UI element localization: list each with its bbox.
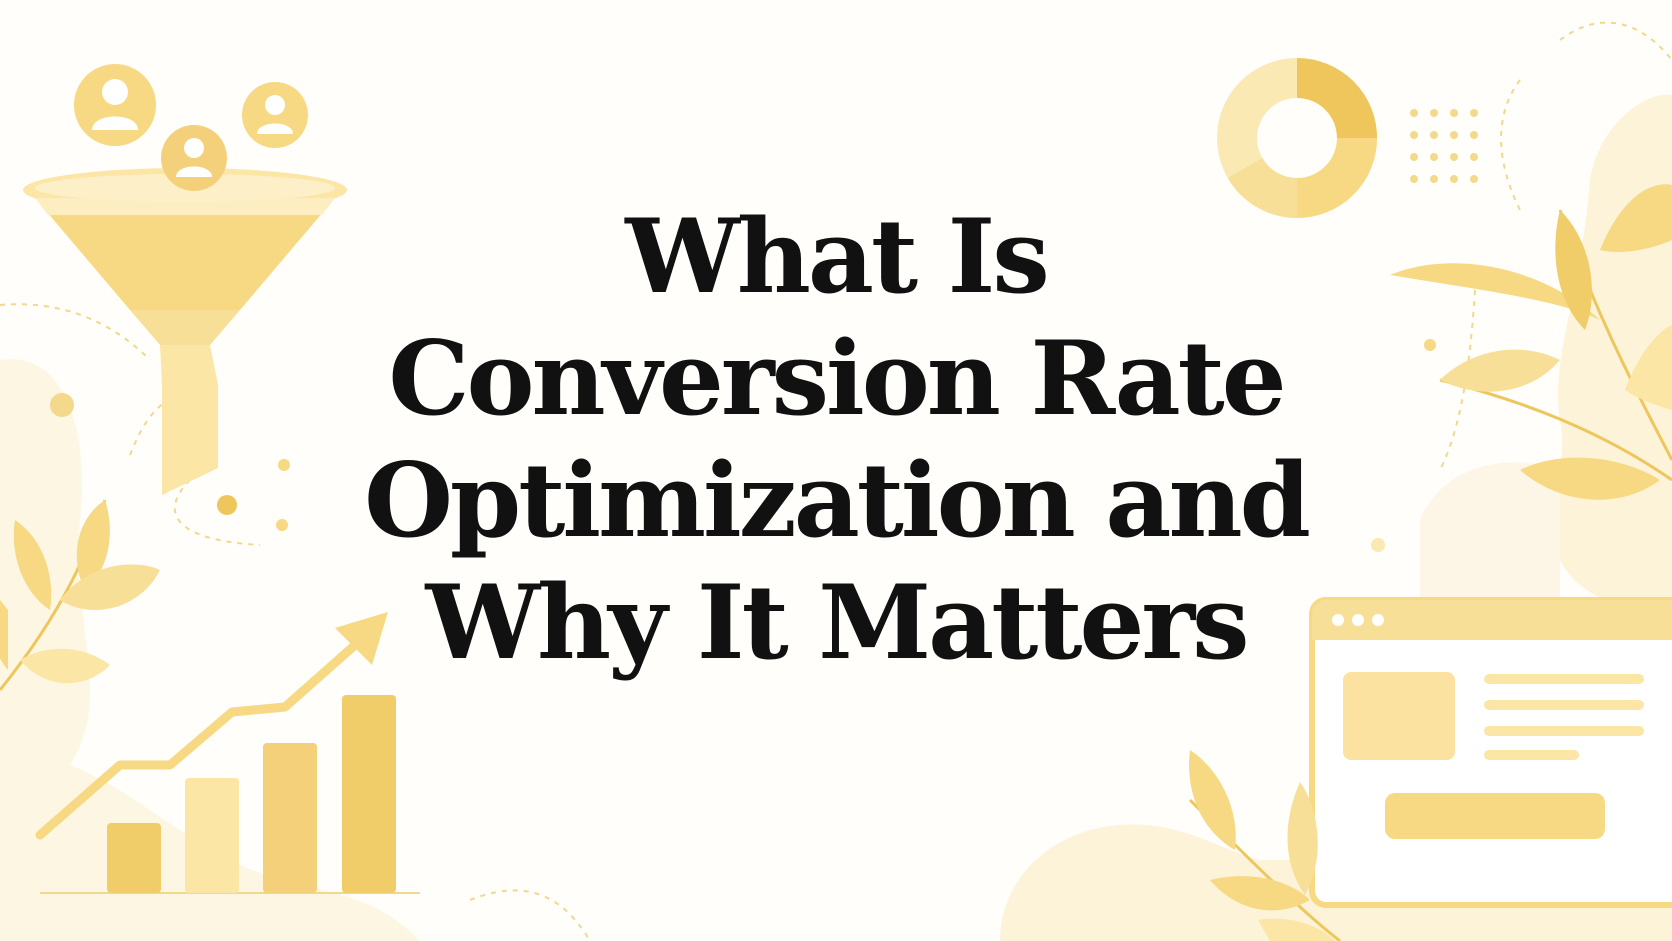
funnel-icon bbox=[23, 168, 347, 495]
bar-chart-icon bbox=[40, 695, 420, 894]
dot-grid-icon bbox=[1410, 109, 1478, 183]
leaf-branch-icon bbox=[1188, 750, 1341, 941]
leaf-branch-icon bbox=[0, 499, 160, 691]
title-line-3: Optimization and bbox=[364, 441, 1311, 561]
title-line-4: Why It Matters bbox=[425, 563, 1249, 683]
accent-dots bbox=[50, 339, 1436, 552]
page-title: What Is Conversion Rate Optimization and… bbox=[286, 196, 1386, 684]
donut-chart-icon bbox=[1217, 58, 1377, 219]
leaf-branch-icon bbox=[1390, 184, 1672, 500]
title-line-2: Conversion Rate bbox=[388, 319, 1286, 439]
browser-window-icon bbox=[1309, 597, 1672, 908]
user-avatar-icon bbox=[74, 64, 308, 191]
trend-arrow-icon bbox=[35, 612, 388, 840]
title-line-1: What Is bbox=[625, 197, 1050, 317]
